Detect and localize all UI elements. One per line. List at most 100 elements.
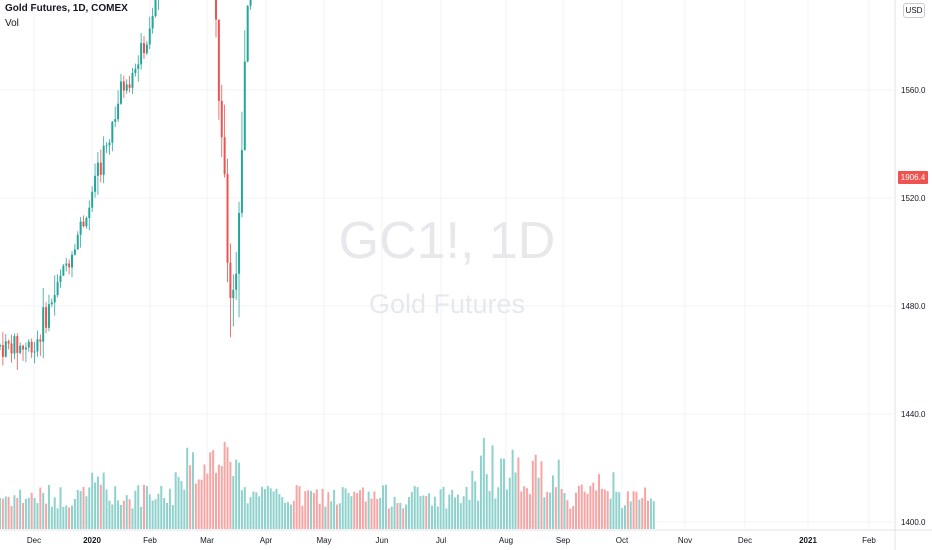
volume-bar bbox=[583, 491, 586, 529]
volume-bar bbox=[206, 473, 209, 529]
volume-bar bbox=[586, 493, 589, 529]
volume-bar bbox=[255, 492, 258, 529]
volume-bar bbox=[134, 490, 137, 529]
volume-bar bbox=[298, 486, 301, 529]
x-tick-label: Jun bbox=[376, 536, 389, 545]
candle-body bbox=[111, 121, 114, 143]
volume-bar bbox=[102, 472, 105, 529]
candle-body bbox=[24, 347, 27, 350]
candle-body bbox=[88, 207, 91, 218]
volume-bar bbox=[4, 496, 7, 529]
volume-bar bbox=[612, 472, 615, 529]
volume-bar bbox=[491, 445, 494, 529]
volume-bar bbox=[91, 472, 94, 529]
volume-bar bbox=[569, 508, 572, 529]
volume-bar bbox=[10, 505, 13, 529]
volume-bar bbox=[649, 498, 652, 529]
volume-bar bbox=[497, 487, 500, 529]
volume-bar bbox=[370, 498, 373, 529]
volume-bar bbox=[344, 488, 347, 529]
price-axis[interactable]: 1400.01440.01480.01520.01560.01600.01640… bbox=[895, 0, 932, 550]
volume-bar bbox=[119, 504, 122, 529]
volume-bar bbox=[350, 496, 353, 529]
candle-body bbox=[119, 81, 122, 104]
volume-bar bbox=[160, 485, 163, 529]
volume-bar bbox=[137, 485, 140, 529]
volume-bar bbox=[324, 506, 327, 529]
y-tick-label: 1560.0 bbox=[901, 86, 926, 95]
candle-body bbox=[39, 339, 42, 342]
volume-bar bbox=[275, 488, 278, 529]
volume-bar bbox=[549, 492, 552, 529]
volume-bar bbox=[68, 507, 71, 529]
volume-bar bbox=[99, 484, 102, 529]
volume-bar bbox=[295, 485, 298, 529]
watermark-symbol: GC1!, 1D bbox=[339, 212, 556, 270]
volume-legend: Vol bbox=[5, 18, 19, 29]
candle-body bbox=[238, 212, 241, 274]
volume-bar bbox=[603, 489, 606, 529]
volume-bar bbox=[310, 490, 313, 529]
x-tick-label: Feb bbox=[143, 536, 157, 545]
volume-bar bbox=[407, 497, 410, 529]
candle-body bbox=[65, 263, 68, 266]
volume-bar bbox=[551, 475, 554, 529]
volume-bar bbox=[335, 504, 338, 529]
volume-bar bbox=[629, 501, 632, 529]
x-tick-label: Apr bbox=[260, 536, 273, 545]
volume-bar bbox=[85, 496, 88, 529]
candle-body bbox=[0, 345, 1, 347]
candle-body bbox=[73, 249, 76, 255]
volume-bar bbox=[125, 495, 128, 529]
candle-body bbox=[96, 162, 99, 176]
candle-body bbox=[249, 0, 252, 6]
volume-bar bbox=[338, 503, 341, 529]
volume-bar bbox=[465, 486, 468, 529]
volume-bar bbox=[373, 491, 376, 529]
volume-bar bbox=[307, 490, 310, 529]
candle-body bbox=[235, 273, 238, 290]
volume-bar bbox=[471, 471, 474, 529]
volume-bar bbox=[356, 493, 359, 529]
candle-body bbox=[134, 68, 137, 73]
volume-bar bbox=[592, 482, 595, 529]
volume-bar bbox=[618, 492, 621, 529]
volume-bar bbox=[94, 482, 97, 529]
volume-bar bbox=[47, 485, 50, 529]
volume-bar bbox=[114, 486, 117, 529]
candle-body bbox=[102, 145, 105, 175]
volume-bar bbox=[203, 464, 206, 529]
volume-bar bbox=[186, 447, 189, 529]
volume-bar bbox=[410, 492, 413, 529]
volume-bar bbox=[261, 486, 264, 529]
x-tick-label: Dec bbox=[738, 536, 752, 545]
volume-bar bbox=[399, 502, 402, 529]
volume-bar bbox=[304, 491, 307, 529]
volume-bar bbox=[177, 476, 180, 529]
volume-bar bbox=[577, 485, 580, 529]
volume-bar bbox=[258, 496, 261, 529]
volume-bar bbox=[229, 461, 232, 529]
volume-bar bbox=[88, 487, 91, 529]
volume-bar bbox=[252, 491, 255, 529]
candle-body bbox=[22, 345, 25, 350]
volume-bar bbox=[540, 461, 543, 529]
candle-body bbox=[240, 150, 243, 213]
volume-bar bbox=[598, 474, 601, 529]
volume-bar bbox=[140, 506, 143, 529]
candle-body bbox=[122, 81, 125, 91]
volume-bar bbox=[238, 462, 241, 529]
candle-body bbox=[68, 263, 71, 268]
volume-bar bbox=[632, 491, 635, 529]
candle-body bbox=[243, 61, 246, 151]
currency-button[interactable]: USD bbox=[903, 3, 925, 18]
candle-body bbox=[223, 137, 226, 175]
volume-bar bbox=[635, 491, 638, 529]
volume-bar bbox=[425, 496, 428, 529]
volume-bar bbox=[217, 464, 220, 529]
candle-body bbox=[91, 191, 94, 208]
volume-bar bbox=[235, 459, 238, 529]
volume-bar bbox=[606, 491, 609, 529]
